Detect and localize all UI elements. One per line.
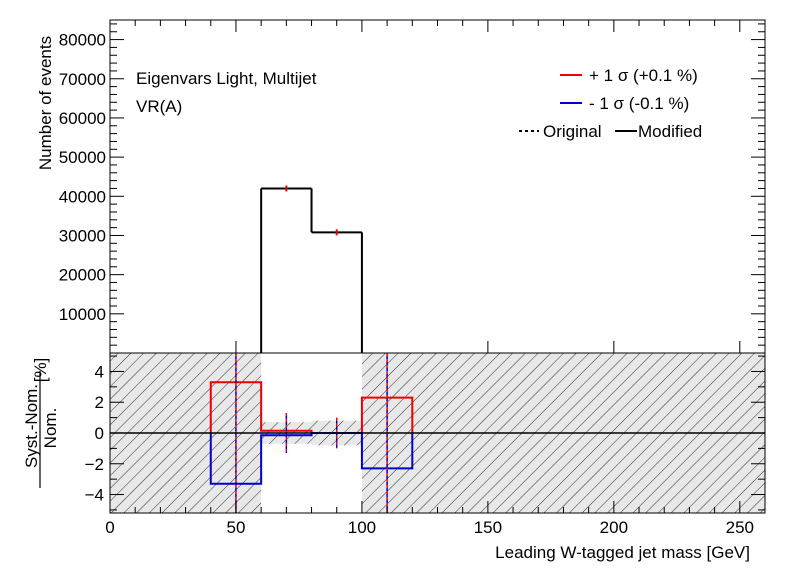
- x-axis: 0 50 100 150 200 250: [105, 20, 754, 537]
- legend-plus-sigma-label: + 1 σ (+0.1 %): [589, 66, 698, 85]
- legend: + 1 σ (+0.1 %) - 1 σ (-0.1 %) Original M…: [519, 66, 702, 141]
- ratio-y-tick-label: −2: [85, 455, 104, 474]
- ratio-y-tick-label: −4: [85, 486, 104, 505]
- x-axis-label: Leading W-tagged jet mass [GeV]: [495, 543, 750, 562]
- x-tick-label: 100: [348, 518, 376, 537]
- upper-y-tick-label: 30000: [59, 226, 106, 245]
- x-tick-label: 50: [227, 518, 246, 537]
- upper-y-tick-label: 60000: [59, 109, 106, 128]
- x-tick-label: 150: [474, 518, 502, 537]
- annotation-sample: Eigenvars Light, Multijet: [136, 69, 317, 88]
- upper-y-tick-label: 40000: [59, 187, 106, 206]
- upper-y-tick-label: 70000: [59, 70, 106, 89]
- ratio-y-label-numerator: Syst.-Nom.: [22, 384, 41, 468]
- ratio-y-tick-label: 4: [95, 362, 104, 381]
- upper-histogram: [260, 185, 363, 353]
- upper-y-tick-label: 80000: [59, 31, 106, 50]
- legend-minus-sigma-label: - 1 σ (-0.1 %): [589, 94, 689, 113]
- ratio-y-tick-label: 0: [95, 424, 104, 443]
- upper-y-axis: 10000 20000 30000 40000 50000 60000 70000 80000: [59, 23, 765, 346]
- ratio-y-label-denominator: Nom.: [41, 408, 60, 449]
- x-tick-label: 200: [600, 518, 628, 537]
- x-tick-label: 0: [105, 518, 114, 537]
- ratio-y-label-unit: [%]: [31, 358, 50, 383]
- legend-original-label: Original: [543, 122, 602, 141]
- upper-y-axis-label: Number of events: [36, 36, 55, 170]
- upper-y-tick-label: 10000: [59, 305, 106, 324]
- legend-modified-label: Modified: [638, 122, 702, 141]
- ratio-y-tick-label: 2: [95, 393, 104, 412]
- ratio-panel: −4 −2 0 2 4 0 50 100 150 200 250 Syst.-Nom. Nom. …: [22, 20, 766, 562]
- x-tick-label: 250: [726, 518, 754, 537]
- ratio-y-axis: −4 −2 0 2 4: [85, 355, 765, 511]
- annotation-region: VR(A): [136, 97, 182, 116]
- upper-y-tick-label: 50000: [59, 148, 106, 167]
- ratio-y-axis-label: Syst.-Nom. Nom. [%]: [22, 358, 60, 488]
- upper-panel: 10000 20000 30000 40000 50000 60000 70000 80000…: [36, 19, 766, 354]
- upper-y-tick-label: 20000: [59, 266, 106, 285]
